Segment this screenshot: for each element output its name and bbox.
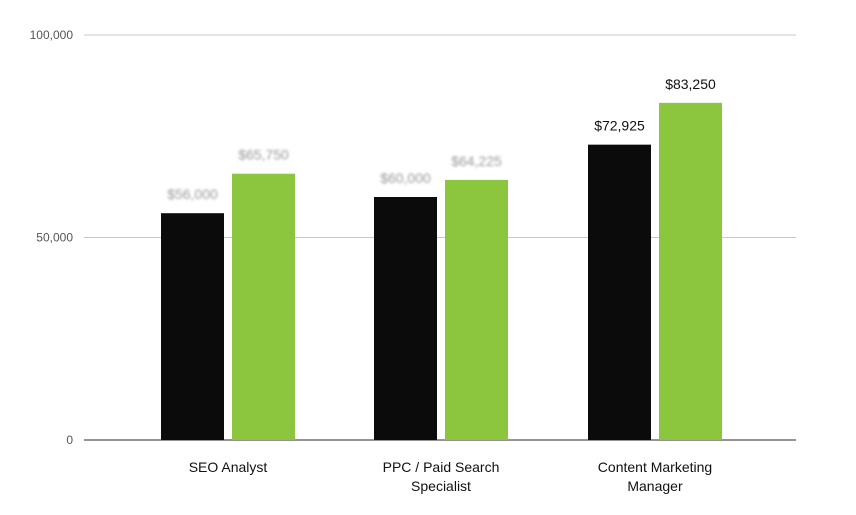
x-category-label-line: PPC / Paid Search xyxy=(383,459,500,475)
data-label: $64,225 xyxy=(451,153,502,169)
y-tick-label: 50,000 xyxy=(36,231,73,245)
bar-series2-1 xyxy=(232,173,295,440)
x-axis-categories: SEO Analyst PPC / Paid Search Specialist Co… xyxy=(189,459,713,494)
bar-series1-3 xyxy=(588,144,651,440)
x-category-label-line: Manager xyxy=(627,478,683,494)
x-category-label: Content Marketing Manager xyxy=(598,459,712,494)
data-label: $60,000 xyxy=(380,170,431,186)
y-axis-ticks: 0 50,000 100,000 xyxy=(30,28,74,447)
y-tick-label: 100,000 xyxy=(30,28,74,42)
data-labels: $56,000 $65,750 $60,000 $64,225 $72,925 $83,2… xyxy=(167,76,716,202)
bar-series1-1 xyxy=(161,213,224,440)
x-category-label: SEO Analyst xyxy=(189,459,268,475)
y-tick-label: 0 xyxy=(66,433,73,447)
bars xyxy=(161,102,722,441)
data-label: $83,250 xyxy=(665,76,716,92)
bar-series1-2 xyxy=(374,197,437,440)
x-category-label-line: SEO Analyst xyxy=(189,459,268,475)
data-label: $72,925 xyxy=(594,118,645,134)
data-label: $65,750 xyxy=(238,147,289,163)
x-category-label-line: Specialist xyxy=(411,478,471,494)
data-label: $56,000 xyxy=(167,186,218,202)
x-category-label: PPC / Paid Search Specialist xyxy=(383,459,500,494)
bar-series2-3 xyxy=(659,102,722,441)
x-category-label-line: Content Marketing xyxy=(598,459,712,475)
bar-series2-2 xyxy=(445,179,508,441)
